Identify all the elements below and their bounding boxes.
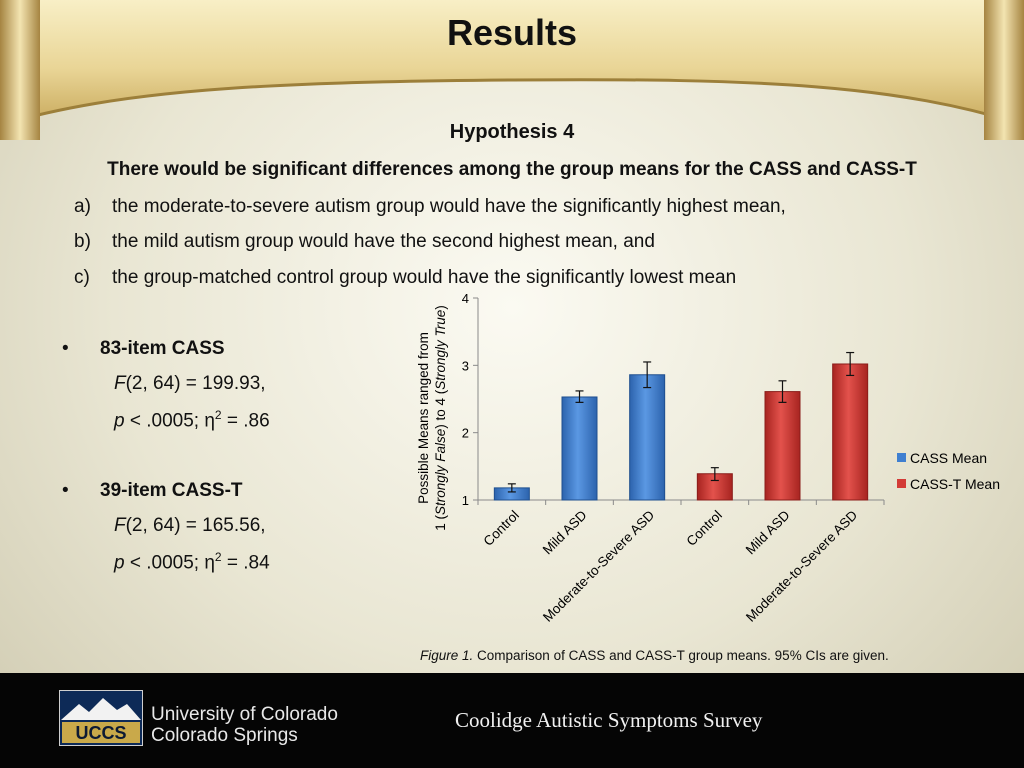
bullet-icon: • xyxy=(62,338,69,359)
y-tick-label: 4 xyxy=(462,291,469,306)
bar-chart: Possible Means ranged from 1 (Strongly F… xyxy=(416,291,1000,625)
item-marker: b) xyxy=(74,231,91,252)
caption-label: Figure 1. xyxy=(420,648,474,663)
x-tick-label: Moderate-to-Severe ASD xyxy=(540,507,657,624)
logo-text: UCCS xyxy=(75,723,126,743)
item-text: the group-matched control group would ha… xyxy=(112,267,737,288)
figure-caption: Figure 1. Comparison of CASS and CASS-T … xyxy=(420,648,889,663)
item-marker: c) xyxy=(74,267,90,288)
hypothesis-statement: There would be significant differences a… xyxy=(107,159,917,180)
chart-legend: CASS Mean CASS-T Mean xyxy=(897,450,1000,492)
p-statistic: p < .0005; η2 = .86 xyxy=(114,408,270,432)
x-tick-label: Moderate-to-Severe ASD xyxy=(743,507,860,624)
hypothesis-item-c: c) the group-matched control group would … xyxy=(74,267,736,289)
item-text: the moderate-to-severe autism group woul… xyxy=(112,196,786,217)
y-tick-label: 2 xyxy=(462,426,469,441)
y-axis-label-line2: 1 (Strongly False) to 4 (Strongly True) xyxy=(433,305,448,531)
stat-label: 83-item CASS xyxy=(100,338,225,359)
x-tick-label: Control xyxy=(481,508,522,549)
bar xyxy=(561,396,598,501)
bar xyxy=(832,363,869,501)
stat-block-cass-t: • 39-item CASS-T F(2, 64) = 165.56, p < .… xyxy=(62,480,270,574)
y-tick-label: 3 xyxy=(462,358,469,373)
uccs-logo: UCCS xyxy=(59,690,143,746)
p-statistic: p < .0005; η2 = .84 xyxy=(114,550,270,574)
chart-axes xyxy=(473,297,885,505)
item-text: the mild autism group would have the sec… xyxy=(112,231,655,252)
error-bars xyxy=(507,351,855,493)
y-tick-label: 1 xyxy=(462,493,469,508)
legend-label: CASS Mean xyxy=(910,450,987,466)
y-axis-label-line1: Possible Means ranged from xyxy=(416,332,431,504)
stat-block-cass: • 83-item CASS F(2, 64) = 199.93, p < .00… xyxy=(62,338,270,432)
y-axis-label: Possible Means ranged from 1 (Strongly F… xyxy=(416,305,448,531)
campus-name: Colorado Springs xyxy=(151,725,298,746)
f-statistic: F(2, 64) = 165.56, xyxy=(114,515,266,536)
stat-label: 39-item CASS-T xyxy=(100,480,243,501)
legend-swatch xyxy=(897,479,906,488)
bar xyxy=(629,374,666,501)
slide-title: Results xyxy=(446,12,578,53)
f-statistic: F(2, 64) = 199.93, xyxy=(114,373,266,394)
survey-name: Coolidge Autistic Symptoms Survey xyxy=(455,708,763,732)
y-tick-labels: 1 2 3 4 xyxy=(462,291,469,508)
bullet-icon: • xyxy=(62,480,69,501)
x-tick-label: Mild ASD xyxy=(540,507,590,557)
caption-text: Comparison of CASS and CASS-T group mean… xyxy=(473,648,889,663)
scroll-banner xyxy=(0,0,1024,140)
x-tick-label: Control xyxy=(684,508,725,549)
bar xyxy=(764,391,801,501)
legend-swatch xyxy=(897,453,906,462)
hypothesis-item-a: a) the moderate-to-severe autism group wo… xyxy=(74,196,786,218)
university-name: University of Colorado xyxy=(151,704,338,725)
hypothesis-title: Hypothesis 4 xyxy=(449,121,575,143)
item-marker: a) xyxy=(74,196,91,217)
x-tick-label: Mild ASD xyxy=(743,507,793,557)
footer-bar xyxy=(0,673,1024,768)
hypothesis-item-b: b) the mild autism group would have the s… xyxy=(74,231,655,253)
legend-label: CASS-T Mean xyxy=(910,476,1000,492)
bars xyxy=(493,363,869,501)
